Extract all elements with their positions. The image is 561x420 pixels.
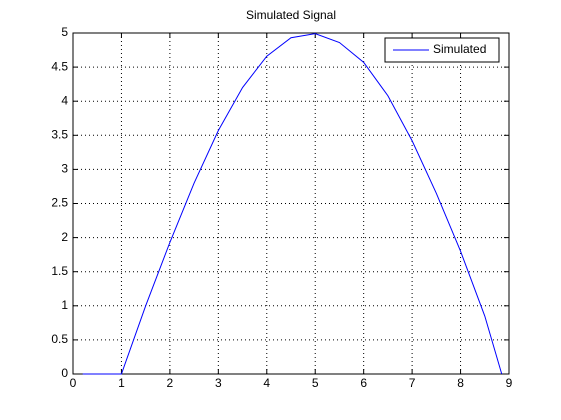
y-tick-label: 5 xyxy=(61,25,68,39)
y-tick-label: 0.5 xyxy=(51,332,68,346)
x-tick-label: 1 xyxy=(118,376,125,390)
y-tick-label: 3.5 xyxy=(51,127,68,141)
plot-area xyxy=(73,33,509,374)
x-tick-label: 9 xyxy=(506,376,513,390)
x-tick-label: 3 xyxy=(215,376,222,390)
y-tick-label: 2 xyxy=(61,230,68,244)
axes-box xyxy=(72,32,510,375)
y-tick-label: 1 xyxy=(61,298,68,312)
x-tick-label: 6 xyxy=(360,376,367,390)
x-tick-label: 0 xyxy=(70,376,77,390)
legend-box xyxy=(384,37,500,63)
chart-title: Simulated Signal xyxy=(246,8,336,22)
y-tick-label: 1.5 xyxy=(51,264,68,278)
y-tick-label: 3 xyxy=(61,162,68,176)
y-tick-label: 2.5 xyxy=(51,196,68,210)
x-tick-label: 7 xyxy=(409,376,416,390)
y-tick-label: 4.5 xyxy=(51,59,68,73)
x-tick-label: 8 xyxy=(457,376,464,390)
series-line xyxy=(82,33,503,375)
x-tick-label: 5 xyxy=(312,376,319,390)
y-tick-label: 0 xyxy=(61,366,68,380)
legend-label: Simulated xyxy=(433,42,486,56)
y-tick-label: 4 xyxy=(61,93,68,107)
x-tick-label: 4 xyxy=(263,376,270,390)
x-tick-label: 2 xyxy=(167,376,174,390)
